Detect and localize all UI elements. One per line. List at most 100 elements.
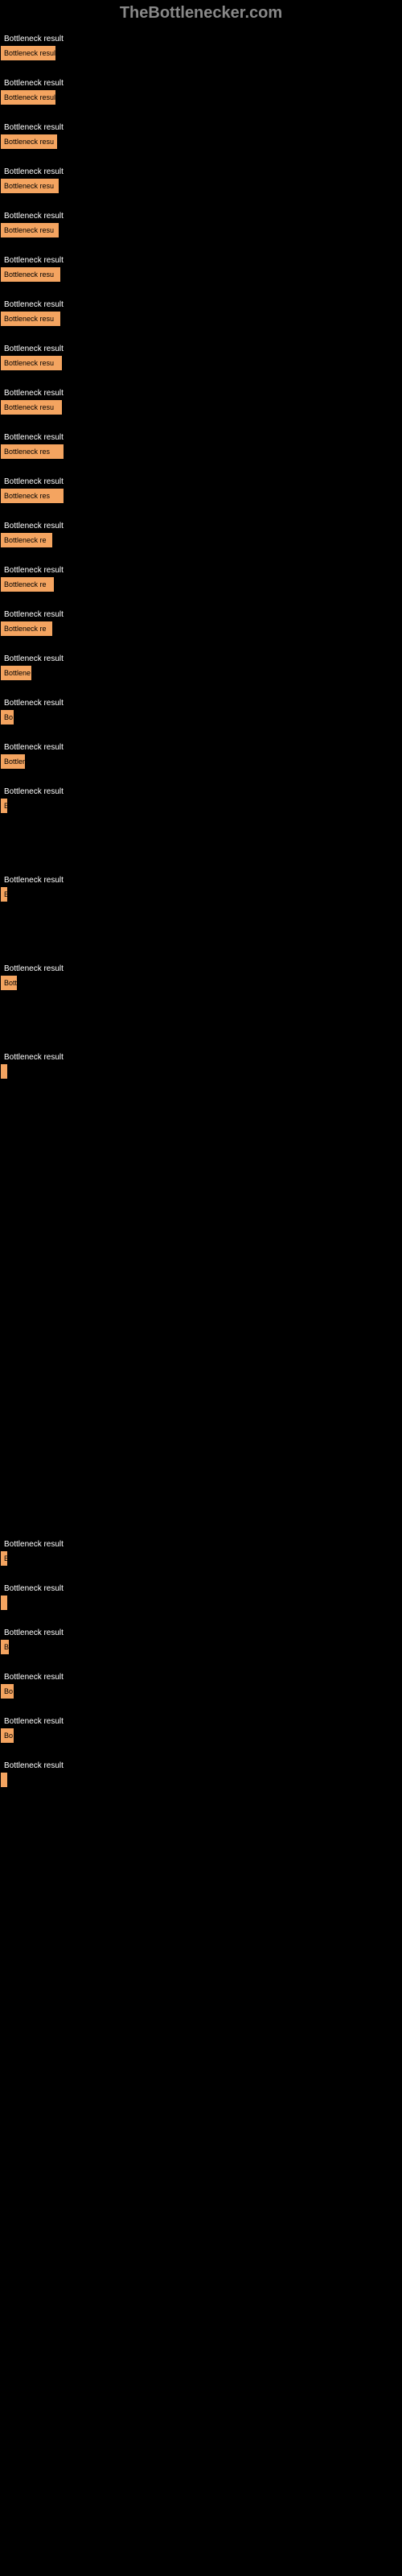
bar-label: Bottleneck result xyxy=(0,1584,402,1595)
bar-label xyxy=(0,1319,402,1320)
bar-row xyxy=(0,1363,402,1403)
bar-label: Bottleneck result xyxy=(0,300,402,311)
bar-row xyxy=(0,1451,402,1492)
bar-label: Bottleneck result xyxy=(0,699,402,709)
bar-row: Bottleneck resultBottleneck res xyxy=(0,477,402,518)
bar-label: Bottleneck result xyxy=(0,787,402,798)
bar[interactable]: Bott xyxy=(0,975,18,991)
bar-label: Bottleneck result xyxy=(0,1761,402,1772)
bar-label xyxy=(0,1363,402,1364)
bar-row: Bottleneck result xyxy=(0,1053,402,1093)
bar[interactable]: Bottlene xyxy=(0,665,32,681)
bar-label xyxy=(0,1097,402,1099)
bar-label xyxy=(0,1009,402,1010)
bar-label xyxy=(0,832,402,833)
bar-row: Bottleneck resultBottleneck resul xyxy=(0,79,402,119)
bar[interactable]: B xyxy=(0,1639,10,1655)
bar-label: Bottleneck result xyxy=(0,1717,402,1728)
bar-label: Bottleneck result xyxy=(0,167,402,178)
bar-row: Bottleneck resultBottleneck resu xyxy=(0,345,402,385)
bar-label: Bottleneck result xyxy=(0,433,402,444)
bar-row: Bottleneck result xyxy=(0,1584,402,1624)
bar-label xyxy=(0,1496,402,1497)
bar[interactable]: Bottleneck res xyxy=(0,444,64,460)
bar-label xyxy=(0,1407,402,1409)
bar-row: Bottleneck resultBottleneck resul xyxy=(0,35,402,75)
bar-label xyxy=(0,1230,402,1232)
bar[interactable] xyxy=(0,1595,8,1611)
bar[interactable]: Bottleneck resu xyxy=(0,399,63,415)
bar[interactable]: Bottleneck re xyxy=(0,621,53,637)
bar-label: Bottleneck result xyxy=(0,345,402,355)
bar-row xyxy=(0,1319,402,1359)
bar[interactable]: B xyxy=(0,886,8,902)
bar-row xyxy=(0,1097,402,1137)
bar-row: Bottleneck resultBottleneck resu xyxy=(0,167,402,208)
bar-label: Bottleneck result xyxy=(0,477,402,488)
bar-row xyxy=(0,1496,402,1536)
bar-label: Bottleneck result xyxy=(0,389,402,399)
bar[interactable]: Bottleneck resul xyxy=(0,89,56,105)
bar-row: Bottleneck resultB xyxy=(0,787,402,828)
bar[interactable]: Bottleneck resu xyxy=(0,311,61,327)
bar-label: Bottleneck result xyxy=(0,79,402,89)
bar-row: Bottleneck resultBo xyxy=(0,1673,402,1713)
bar-row xyxy=(0,1407,402,1447)
bar[interactable]: B xyxy=(0,1550,8,1567)
bar[interactable] xyxy=(0,1063,8,1080)
bar[interactable]: Bottleneck resul xyxy=(0,45,56,61)
bar-label: Bottleneck result xyxy=(0,610,402,621)
bar-row: Bottleneck resultBottleneck resu xyxy=(0,123,402,163)
bar-row: Bottleneck resultBottleneck re xyxy=(0,610,402,650)
bar[interactable]: Bo xyxy=(0,1728,14,1744)
bar-row xyxy=(0,832,402,872)
bar-row: Bottleneck resultBo xyxy=(0,699,402,739)
bar-label: Bottleneck result xyxy=(0,743,402,753)
bar-label xyxy=(0,920,402,922)
bar-row xyxy=(0,1186,402,1226)
bar-label xyxy=(0,1274,402,1276)
bar[interactable]: Bo xyxy=(0,709,14,725)
bar-label: Bottleneck result xyxy=(0,1053,402,1063)
bar-label: Bottleneck result xyxy=(0,256,402,266)
bar-row: Bottleneck resultBottleneck re xyxy=(0,566,402,606)
bar[interactable]: Bottleneck resu xyxy=(0,222,59,238)
bar-label: Bottleneck result xyxy=(0,654,402,665)
bar-row xyxy=(0,920,402,960)
bar[interactable]: Bo xyxy=(0,1683,14,1699)
bar-row: Bottleneck resultBottler xyxy=(0,743,402,783)
bar[interactable]: B xyxy=(0,798,8,814)
bar-label: Bottleneck result xyxy=(0,1629,402,1639)
bar-row: Bottleneck resultBottleneck re xyxy=(0,522,402,562)
bar-row: Bottleneck resultBottleneck resu xyxy=(0,256,402,296)
bar-row: Bottleneck resultBottleneck res xyxy=(0,433,402,473)
bar-label: Bottleneck result xyxy=(0,522,402,532)
bar-row: Bottleneck resultB xyxy=(0,1540,402,1580)
bar-row: Bottleneck resultBottleneck resu xyxy=(0,300,402,341)
bar-row: Bottleneck result xyxy=(0,1761,402,1802)
bar[interactable] xyxy=(0,1772,8,1788)
bar-row xyxy=(0,1141,402,1182)
bar[interactable]: Bottleneck resu xyxy=(0,266,61,283)
bar[interactable]: Bottleneck re xyxy=(0,532,53,548)
chart-container: Bottleneck resultBottleneck resulBottlen… xyxy=(0,27,402,1814)
bar-row: Bottleneck resultBottlene xyxy=(0,654,402,695)
bar-row: Bottleneck resultBott xyxy=(0,964,402,1005)
bar-row xyxy=(0,1230,402,1270)
bar-row: Bottleneck resultBottleneck resu xyxy=(0,212,402,252)
bar[interactable]: Bottleneck resu xyxy=(0,134,58,150)
bar-label: Bottleneck result xyxy=(0,964,402,975)
bar-label: Bottleneck result xyxy=(0,1673,402,1683)
bar[interactable]: Bottleneck re xyxy=(0,576,55,592)
bar-label xyxy=(0,1451,402,1453)
bar[interactable]: Bottleneck res xyxy=(0,488,64,504)
bar[interactable]: Bottler xyxy=(0,753,26,770)
bar-row: Bottleneck resultBottleneck resu xyxy=(0,389,402,429)
bar-row: Bottleneck resultBo xyxy=(0,1717,402,1757)
bar-label: Bottleneck result xyxy=(0,212,402,222)
bar[interactable]: Bottleneck resu xyxy=(0,178,59,194)
bar-row: Bottleneck resultB xyxy=(0,876,402,916)
bar-label xyxy=(0,1141,402,1143)
bar[interactable]: Bottleneck resu xyxy=(0,355,63,371)
bar-label: Bottleneck result xyxy=(0,1540,402,1550)
